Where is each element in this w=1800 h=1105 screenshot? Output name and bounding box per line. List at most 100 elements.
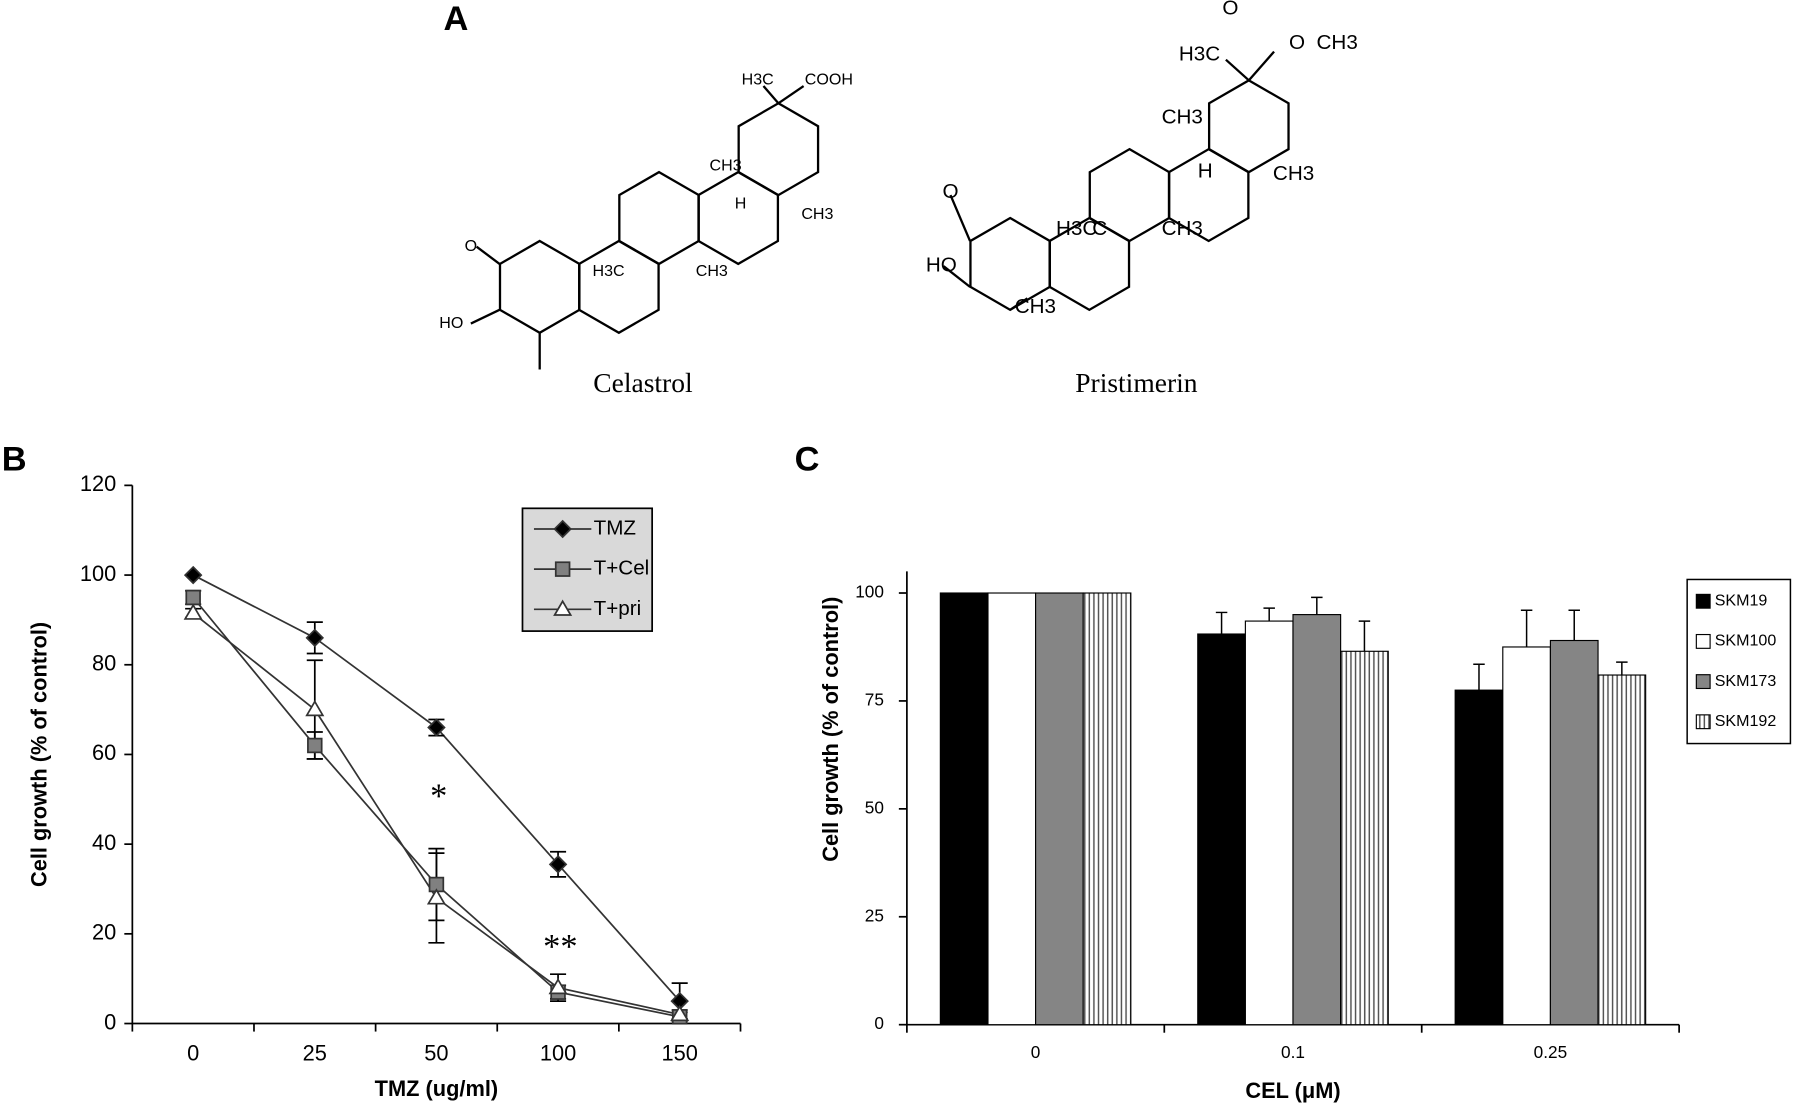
x-tick-label: 0.1 (1281, 1042, 1305, 1062)
panel-label: C (795, 440, 820, 478)
marker (427, 718, 446, 737)
atom-label: O (1289, 31, 1305, 54)
atom-label: COOH (805, 71, 853, 89)
atom-label: HO (926, 254, 957, 277)
y-axis-title: Cell growth (% of control) (26, 622, 51, 887)
annotation: * (430, 778, 447, 816)
panel-label: A (444, 0, 469, 38)
marker (670, 1004, 690, 1022)
atom-label: HO (439, 314, 463, 332)
legend-label: SKM173 (1715, 672, 1777, 690)
marker (548, 855, 568, 874)
legend-label: SKM100 (1715, 632, 1777, 650)
atom-label: H3C (592, 262, 624, 280)
substituent-bond (762, 85, 780, 105)
bar (1197, 633, 1246, 1026)
y-tick-label: 40 (92, 830, 116, 855)
x-axis-title: TMZ (ug/ml) (375, 1076, 498, 1101)
compound-name: Celastrol (593, 367, 693, 398)
substituent-bond (777, 85, 805, 105)
y-tick-label: 60 (92, 740, 116, 765)
substituent-bond (470, 308, 501, 325)
legend-label: SKM19 (1715, 592, 1768, 610)
marker (183, 565, 203, 585)
atom-label: H (1198, 160, 1213, 183)
x-tick-label: 0 (1031, 1042, 1041, 1062)
y-tick-label: 50 (865, 797, 884, 817)
atom-label: CH3 (801, 205, 833, 223)
error-bar (1568, 609, 1580, 641)
atom-label: O (1222, 0, 1238, 20)
legend-swatch (1695, 633, 1711, 649)
marker (305, 699, 325, 717)
legend-label: T+Cel (594, 557, 650, 580)
x-tick-label: 0.25 (1534, 1042, 1567, 1062)
ring-bond (697, 170, 780, 266)
substituent-bond (475, 245, 501, 265)
error-bar (1358, 620, 1371, 652)
atom-label: H (735, 194, 747, 212)
compound-name: Pristimerin (1075, 367, 1198, 398)
ring-bond (1207, 78, 1290, 174)
y-tick-label: 25 (865, 905, 884, 925)
panel-label: B (2, 440, 27, 478)
bar (1340, 650, 1389, 1026)
bar (1292, 614, 1342, 1026)
x-tick-label: 100 (540, 1040, 576, 1065)
x-tick-label: 0 (187, 1040, 199, 1065)
substituent-bond (1225, 58, 1250, 82)
y-tick-label: 20 (92, 920, 116, 945)
ring-bond (737, 101, 820, 197)
legend-swatch (1695, 674, 1711, 690)
atom-label: C (1092, 217, 1107, 240)
atom-label: CH3 (1317, 31, 1358, 54)
bar (1082, 592, 1132, 1026)
atom-label: H3C (1056, 217, 1097, 240)
substituent-bond (1009, 297, 1029, 311)
y-tick-label: 80 (92, 651, 116, 676)
atom-label: CH3 (710, 157, 742, 175)
ring-bond (618, 170, 700, 266)
legend-label: TMZ (594, 516, 636, 539)
atom-label: CH3 (1162, 106, 1203, 129)
x-tick-label: 50 (424, 1040, 448, 1065)
error-bar (1616, 661, 1628, 676)
atom-label: CH3 (1273, 162, 1314, 185)
atom-label: O (465, 237, 477, 255)
x-axis-title: CEL (μM) (1245, 1078, 1340, 1103)
atom-label: O (942, 180, 958, 203)
marker (426, 888, 446, 905)
error-bar (1473, 663, 1485, 691)
bar (1035, 592, 1084, 1026)
bar (1244, 620, 1294, 1026)
annotation: ** (543, 928, 577, 966)
bar (1502, 646, 1551, 1026)
marker (553, 599, 573, 616)
atom-label: H3C (1179, 43, 1220, 66)
y-tick-label: 0 (874, 1013, 884, 1033)
legend-swatch (1695, 714, 1711, 730)
atom-label: CH3 (1015, 295, 1056, 318)
y-axis-title: Cell growth (% of control) (818, 597, 843, 862)
y-tick-label: 120 (80, 471, 116, 496)
atom-label: CH3 (1162, 217, 1203, 240)
atom-label: CH3 (696, 262, 728, 280)
atom-label: H3C (742, 71, 774, 89)
y-tick-label: 75 (865, 689, 884, 709)
substituent-bond (942, 265, 971, 288)
legend-label: SKM192 (1715, 712, 1777, 730)
substituent-bond (1247, 50, 1275, 82)
y-tick-label: 100 (855, 582, 884, 602)
error-bar (1520, 609, 1533, 647)
marker (305, 628, 325, 648)
substituent-bond (949, 194, 972, 242)
y-tick-label: 100 (80, 561, 116, 586)
error-bar (1263, 607, 1275, 622)
legend-label: T+pri (594, 597, 642, 620)
marker (307, 737, 323, 754)
bar (939, 592, 989, 1026)
ring-bond (498, 239, 581, 335)
x-tick-label: 25 (303, 1040, 327, 1065)
